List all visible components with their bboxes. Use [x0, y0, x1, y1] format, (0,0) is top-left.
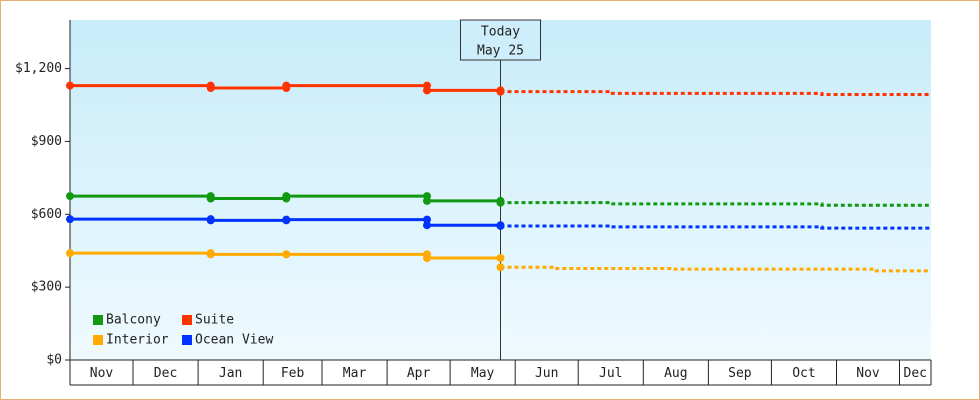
- price-point: [423, 196, 431, 205]
- legend-swatch: [93, 335, 103, 345]
- legend-swatch: [182, 315, 192, 325]
- price-point: [66, 81, 74, 90]
- today-box: [460, 19, 541, 61]
- y-tick-label: $600: [31, 207, 62, 222]
- price-point: [66, 249, 74, 258]
- legend-label: Balcony: [106, 313, 161, 328]
- price-point: [496, 254, 505, 262]
- price-point: [206, 250, 215, 259]
- x-tick-label: Aug: [664, 366, 687, 381]
- today-label: Today: [481, 25, 520, 40]
- y-tick-label: $1,200: [15, 61, 62, 76]
- x-tick-label: Oct: [792, 366, 815, 381]
- x-tick-label: Jun: [535, 366, 558, 381]
- x-tick-label: Nov: [856, 366, 880, 381]
- forecast-point: [496, 221, 505, 230]
- forecast-point: [496, 198, 505, 207]
- y-tick-label: $300: [31, 280, 62, 295]
- forecast-point: [496, 263, 505, 272]
- today-label: May 25: [477, 44, 524, 59]
- price-point: [423, 215, 431, 224]
- legend-swatch: [182, 335, 192, 345]
- x-tick-label: Apr: [407, 366, 431, 381]
- x-tick-label: May: [471, 366, 495, 381]
- forecast-point: [496, 87, 505, 96]
- price-point: [423, 86, 431, 95]
- price-point: [282, 81, 291, 90]
- x-tick-label: Dec: [904, 366, 927, 381]
- price-point: [423, 221, 431, 230]
- x-tick-label: Feb: [281, 366, 305, 381]
- y-tick-label: $900: [31, 134, 62, 149]
- price-point: [66, 215, 74, 224]
- x-tick-label: Jul: [599, 366, 622, 381]
- legend-label: Ocean View: [195, 333, 273, 348]
- x-tick-label: Sep: [728, 366, 752, 381]
- price-point: [423, 254, 431, 262]
- price-point: [206, 216, 215, 225]
- x-tick-label: Dec: [154, 366, 177, 381]
- legend-label: Suite: [195, 313, 234, 328]
- x-tick-label: Jan: [219, 366, 242, 381]
- forecast-line: [500, 201, 931, 207]
- x-tick-label: Mar: [343, 366, 367, 381]
- forecast-line: [500, 224, 931, 230]
- x-tick-label: Nov: [90, 366, 114, 381]
- price-point: [282, 215, 291, 224]
- y-tick-label: $0: [46, 353, 62, 368]
- price-point: [206, 84, 215, 92]
- price-point: [66, 192, 74, 201]
- legend-swatch: [93, 315, 103, 325]
- price-point: [282, 250, 291, 259]
- legend-label: Interior: [106, 333, 169, 348]
- price-point: [282, 192, 291, 201]
- forecast-line: [500, 90, 931, 97]
- price-point: [206, 194, 215, 203]
